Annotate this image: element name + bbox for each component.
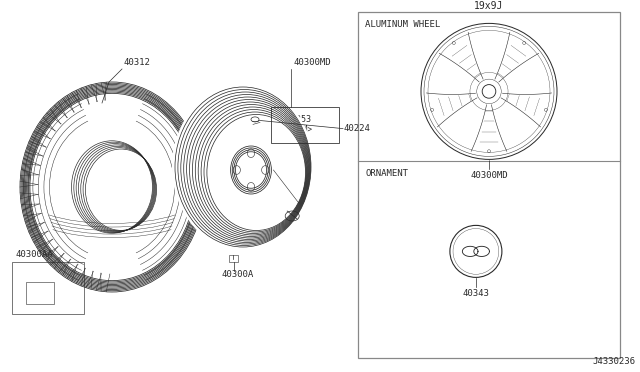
Ellipse shape	[251, 117, 259, 122]
Text: 40300MD: 40300MD	[293, 58, 331, 67]
Circle shape	[450, 225, 502, 278]
Text: 40300A: 40300A	[222, 270, 254, 279]
Bar	[271, 107, 339, 143]
Text: 40224: 40224	[344, 124, 371, 133]
Text: SEC.253: SEC.253	[276, 115, 311, 124]
Bar	[12, 262, 84, 314]
Bar	[26, 282, 54, 304]
Bar	[229, 255, 238, 262]
Text: 40343: 40343	[463, 289, 490, 298]
Bar	[358, 12, 620, 358]
Text: 40312: 40312	[124, 58, 151, 67]
Text: 40300AA: 40300AA	[15, 250, 52, 259]
Text: 19x9J: 19x9J	[474, 1, 504, 12]
Text: <40700M>: <40700M>	[276, 125, 313, 134]
Text: J4330236: J4330236	[592, 357, 635, 366]
Text: ORNAMENT: ORNAMENT	[365, 169, 408, 178]
Ellipse shape	[16, 78, 208, 296]
Ellipse shape	[172, 84, 314, 250]
Circle shape	[420, 22, 558, 160]
Text: 40300MD: 40300MD	[470, 171, 508, 180]
Text: ALUMINUM WHEEL: ALUMINUM WHEEL	[365, 20, 440, 29]
Circle shape	[482, 84, 496, 98]
